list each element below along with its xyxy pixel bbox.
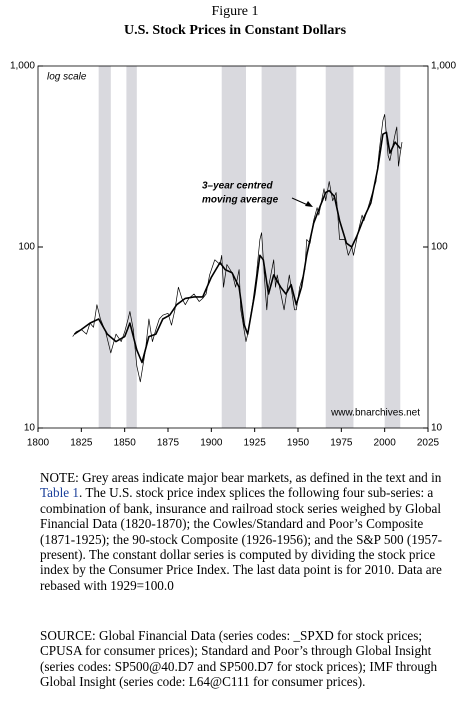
bear-market-band: [98, 66, 111, 428]
bear-market-band: [261, 66, 297, 428]
x-tick-label: 1925: [244, 438, 267, 449]
x-tick-label: 1950: [287, 438, 310, 449]
chart: Figure 1 U.S. Stock Prices in Constant D…: [10, 4, 456, 449]
x-tick-label: 1825: [70, 438, 93, 449]
x-tick-label: 1850: [114, 438, 137, 449]
bear-market-band: [221, 66, 246, 428]
x-tick-label: 2000: [374, 438, 397, 449]
y-tick-label: 100: [18, 242, 35, 253]
note-text: . The U.S. stock price index splices the…: [40, 485, 443, 593]
x-tick-label: 2025: [417, 438, 440, 449]
figure-label: Figure 1: [211, 4, 258, 19]
y-tick-label-right: 1,000: [431, 61, 456, 72]
y-tick-label-right: 100: [431, 242, 448, 253]
bear-market-band: [384, 66, 401, 428]
annotation: moving average: [202, 195, 279, 206]
chart-title: U.S. Stock Prices in Constant Dollars: [124, 23, 347, 38]
annotation: 3–year centred: [202, 181, 273, 192]
y-tick-label-right: 10: [431, 423, 443, 434]
y-tick-label: 1,000: [10, 61, 35, 72]
x-tick-label: 1875: [157, 438, 180, 449]
source: SOURCE: Global Financial Data (series co…: [40, 628, 438, 690]
table-link[interactable]: Table 1: [40, 485, 79, 501]
x-tick-label: 1975: [330, 438, 353, 449]
annotation-arrowhead: [305, 201, 313, 207]
bear-market-band: [325, 66, 354, 428]
note: NOTE: Grey areas indicate major bear mar…: [40, 470, 454, 593]
note-text: NOTE: Grey areas indicate major bear mar…: [40, 470, 442, 485]
annotation: www.bnarchives.net: [330, 408, 420, 419]
y-tick-label: 10: [24, 423, 36, 434]
series-line: [73, 131, 401, 364]
annotation: log scale: [47, 72, 87, 83]
bear-market-band: [126, 66, 137, 428]
x-tick-label: 1800: [27, 438, 50, 449]
x-tick-label: 1900: [200, 438, 223, 449]
